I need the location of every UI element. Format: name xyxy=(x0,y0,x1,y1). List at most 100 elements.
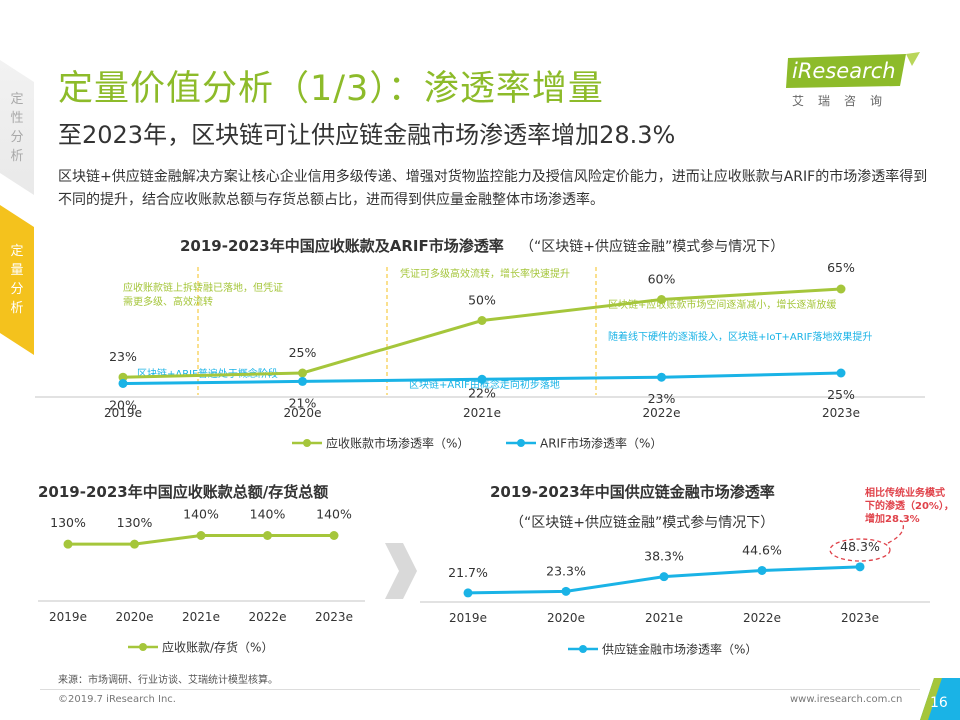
data-label: 140% xyxy=(250,507,286,522)
legend-marker xyxy=(517,439,525,447)
logo-subtext: 艾瑞咨询 xyxy=(792,94,897,108)
x-tick-label: 2021e xyxy=(182,610,220,624)
x-tick-label: 2020e xyxy=(116,610,154,624)
page-subtitle: 至2023年，区块链可让供应链金融市场渗透率增加28.3% xyxy=(58,121,676,149)
legend-marker xyxy=(303,439,311,447)
data-point xyxy=(836,368,846,378)
data-point xyxy=(118,372,128,382)
x-tick-label: 2020e xyxy=(284,406,322,420)
x-tick-label: 2020e xyxy=(547,611,585,625)
data-point xyxy=(63,539,73,549)
copyright: ©2019.7 iResearch Inc. xyxy=(58,694,176,705)
x-tick-label: 2022e xyxy=(249,610,287,624)
legend-label: 供应链金融市场渗透率（%） xyxy=(602,642,757,657)
data-point xyxy=(463,588,473,598)
legend-label: 应收账款市场渗透率（%） xyxy=(326,436,469,451)
x-tick-label: 2019e xyxy=(49,610,87,624)
chart-annotation: 区块链+应收账款市场空间逐渐减小，增长逐渐放缓 xyxy=(608,298,836,311)
chart-penetration-ar-arif: 2019-2023年中国应收账款及ARIF市场渗透率 （“区块链+供应链金融”模… xyxy=(35,237,925,451)
chart-ar-inventory-ratio: 2019-2023年中国应收账款总额/存货总额 2019e 2020e 2021e 2… xyxy=(38,483,365,655)
x-tick-label: 2021e xyxy=(463,406,501,420)
chart1-title: 2019-2023年中国应收账款及ARIF市场渗透率 xyxy=(180,237,504,255)
footer-divider xyxy=(40,689,920,690)
page-number: 16 xyxy=(930,695,948,711)
side-tab-char: 析 xyxy=(10,148,24,164)
data-label: 50% xyxy=(468,293,496,308)
page-corner-shape xyxy=(920,678,960,720)
data-point xyxy=(477,374,487,384)
callout-text: 下的渗透（20%）， xyxy=(865,499,954,512)
data-point xyxy=(263,531,272,540)
chart-scf-penetration: 2019-2023年中国供应链金融市场渗透率 （“区块链+供应链金融”模式参与情… xyxy=(420,483,954,657)
x-tick-label: 2023e xyxy=(841,611,879,625)
callout-text: 增加28.3% xyxy=(865,512,920,525)
callout-text: 相比传统业务模式 xyxy=(865,486,945,499)
data-label: 25% xyxy=(289,345,317,360)
data-point xyxy=(477,316,487,325)
side-tab-char: 分 xyxy=(10,282,24,297)
data-point xyxy=(298,368,307,378)
legend-marker xyxy=(579,645,587,653)
data-label: 60% xyxy=(648,272,676,287)
data-point xyxy=(329,531,339,540)
data-label: 23% xyxy=(648,391,676,406)
page-title: 定量价值分析（1/3）：渗透率增量 xyxy=(58,69,604,109)
side-tab-char: 分 xyxy=(10,129,24,145)
data-label: 25% xyxy=(827,387,855,402)
data-point xyxy=(130,539,139,549)
data-label: 22% xyxy=(468,385,496,400)
x-tick-label: 2022e xyxy=(643,406,681,420)
data-label: 44.6% xyxy=(742,542,782,557)
highlight-ellipse xyxy=(829,538,891,562)
side-tab-char: 性 xyxy=(10,110,24,126)
description-text: 区块链+供应链金融解决方案让核心企业信用多级传递、增强对货物监控能力及授信风险定… xyxy=(58,169,928,208)
data-label: 140% xyxy=(316,507,352,522)
data-point xyxy=(298,376,307,386)
x-tick-label: 2023e xyxy=(822,406,860,420)
chart1-subtitle: （“区块链+供应链金融”模式参与情况下） xyxy=(520,238,784,255)
callout-connector xyxy=(887,520,905,544)
x-tick-label: 2019e xyxy=(449,611,487,625)
site-url[interactable]: www.iresearch.com.cn xyxy=(790,694,903,705)
data-label: 130% xyxy=(117,515,153,530)
x-tick-label: 2023e xyxy=(315,610,353,624)
logo-text: iResearch xyxy=(792,59,896,83)
data-label: 140% xyxy=(183,507,219,522)
data-label: 20% xyxy=(109,398,137,413)
chart3-subtitle: （“区块链+供应链金融”模式参与情况下） xyxy=(510,514,774,531)
arrow-right-icon xyxy=(385,543,417,599)
side-tab-char: 析 xyxy=(10,301,24,316)
chart-annotation: 随着线下硬件的逐渐投入，区块链+IoT+ARIF落地效果提升 xyxy=(608,330,872,343)
data-point xyxy=(561,586,571,596)
data-point xyxy=(196,531,206,540)
chart3-title: 2019-2023年中国供应链金融市场渗透率 xyxy=(490,483,775,501)
data-point xyxy=(118,379,128,388)
data-point xyxy=(657,372,666,382)
legend-label: ARIF市场渗透率（%） xyxy=(540,436,662,451)
x-tick-label: 2022e xyxy=(743,611,781,625)
data-point xyxy=(836,284,846,294)
data-label: 23.3% xyxy=(546,563,586,578)
x-tick-label: 2021e xyxy=(645,611,683,625)
data-label: 21% xyxy=(289,395,317,410)
side-tab-char: 量 xyxy=(10,263,24,278)
chart-annotation: 需更多级、高效流转 xyxy=(123,295,213,308)
source-note: 来源：市场调研、行业访谈、艾瑞统计模型核算。 xyxy=(58,675,278,686)
data-label: 130% xyxy=(50,515,86,530)
data-point xyxy=(757,565,767,575)
data-label: 65% xyxy=(827,260,855,275)
data-label: 21.7% xyxy=(448,565,488,580)
logo-badge-shape xyxy=(786,52,920,88)
data-point xyxy=(855,562,865,572)
data-label: 38.3% xyxy=(644,549,684,564)
data-label: 48.3% xyxy=(840,539,880,554)
data-point xyxy=(657,295,666,304)
legend-marker xyxy=(139,643,147,651)
chart-annotation: 区块链+ARIF由概念走向初步落地 xyxy=(409,378,560,391)
side-tab-qualitative[interactable]: 定 性 分 析 xyxy=(0,60,34,195)
data-label: 23% xyxy=(109,349,137,364)
legend-label: 应收账款/存货（%） xyxy=(162,640,273,655)
side-tab-quantitative[interactable]: 定 量 分 析 xyxy=(0,205,34,355)
data-point xyxy=(659,572,669,582)
x-tick-label: 2019e xyxy=(104,406,142,420)
